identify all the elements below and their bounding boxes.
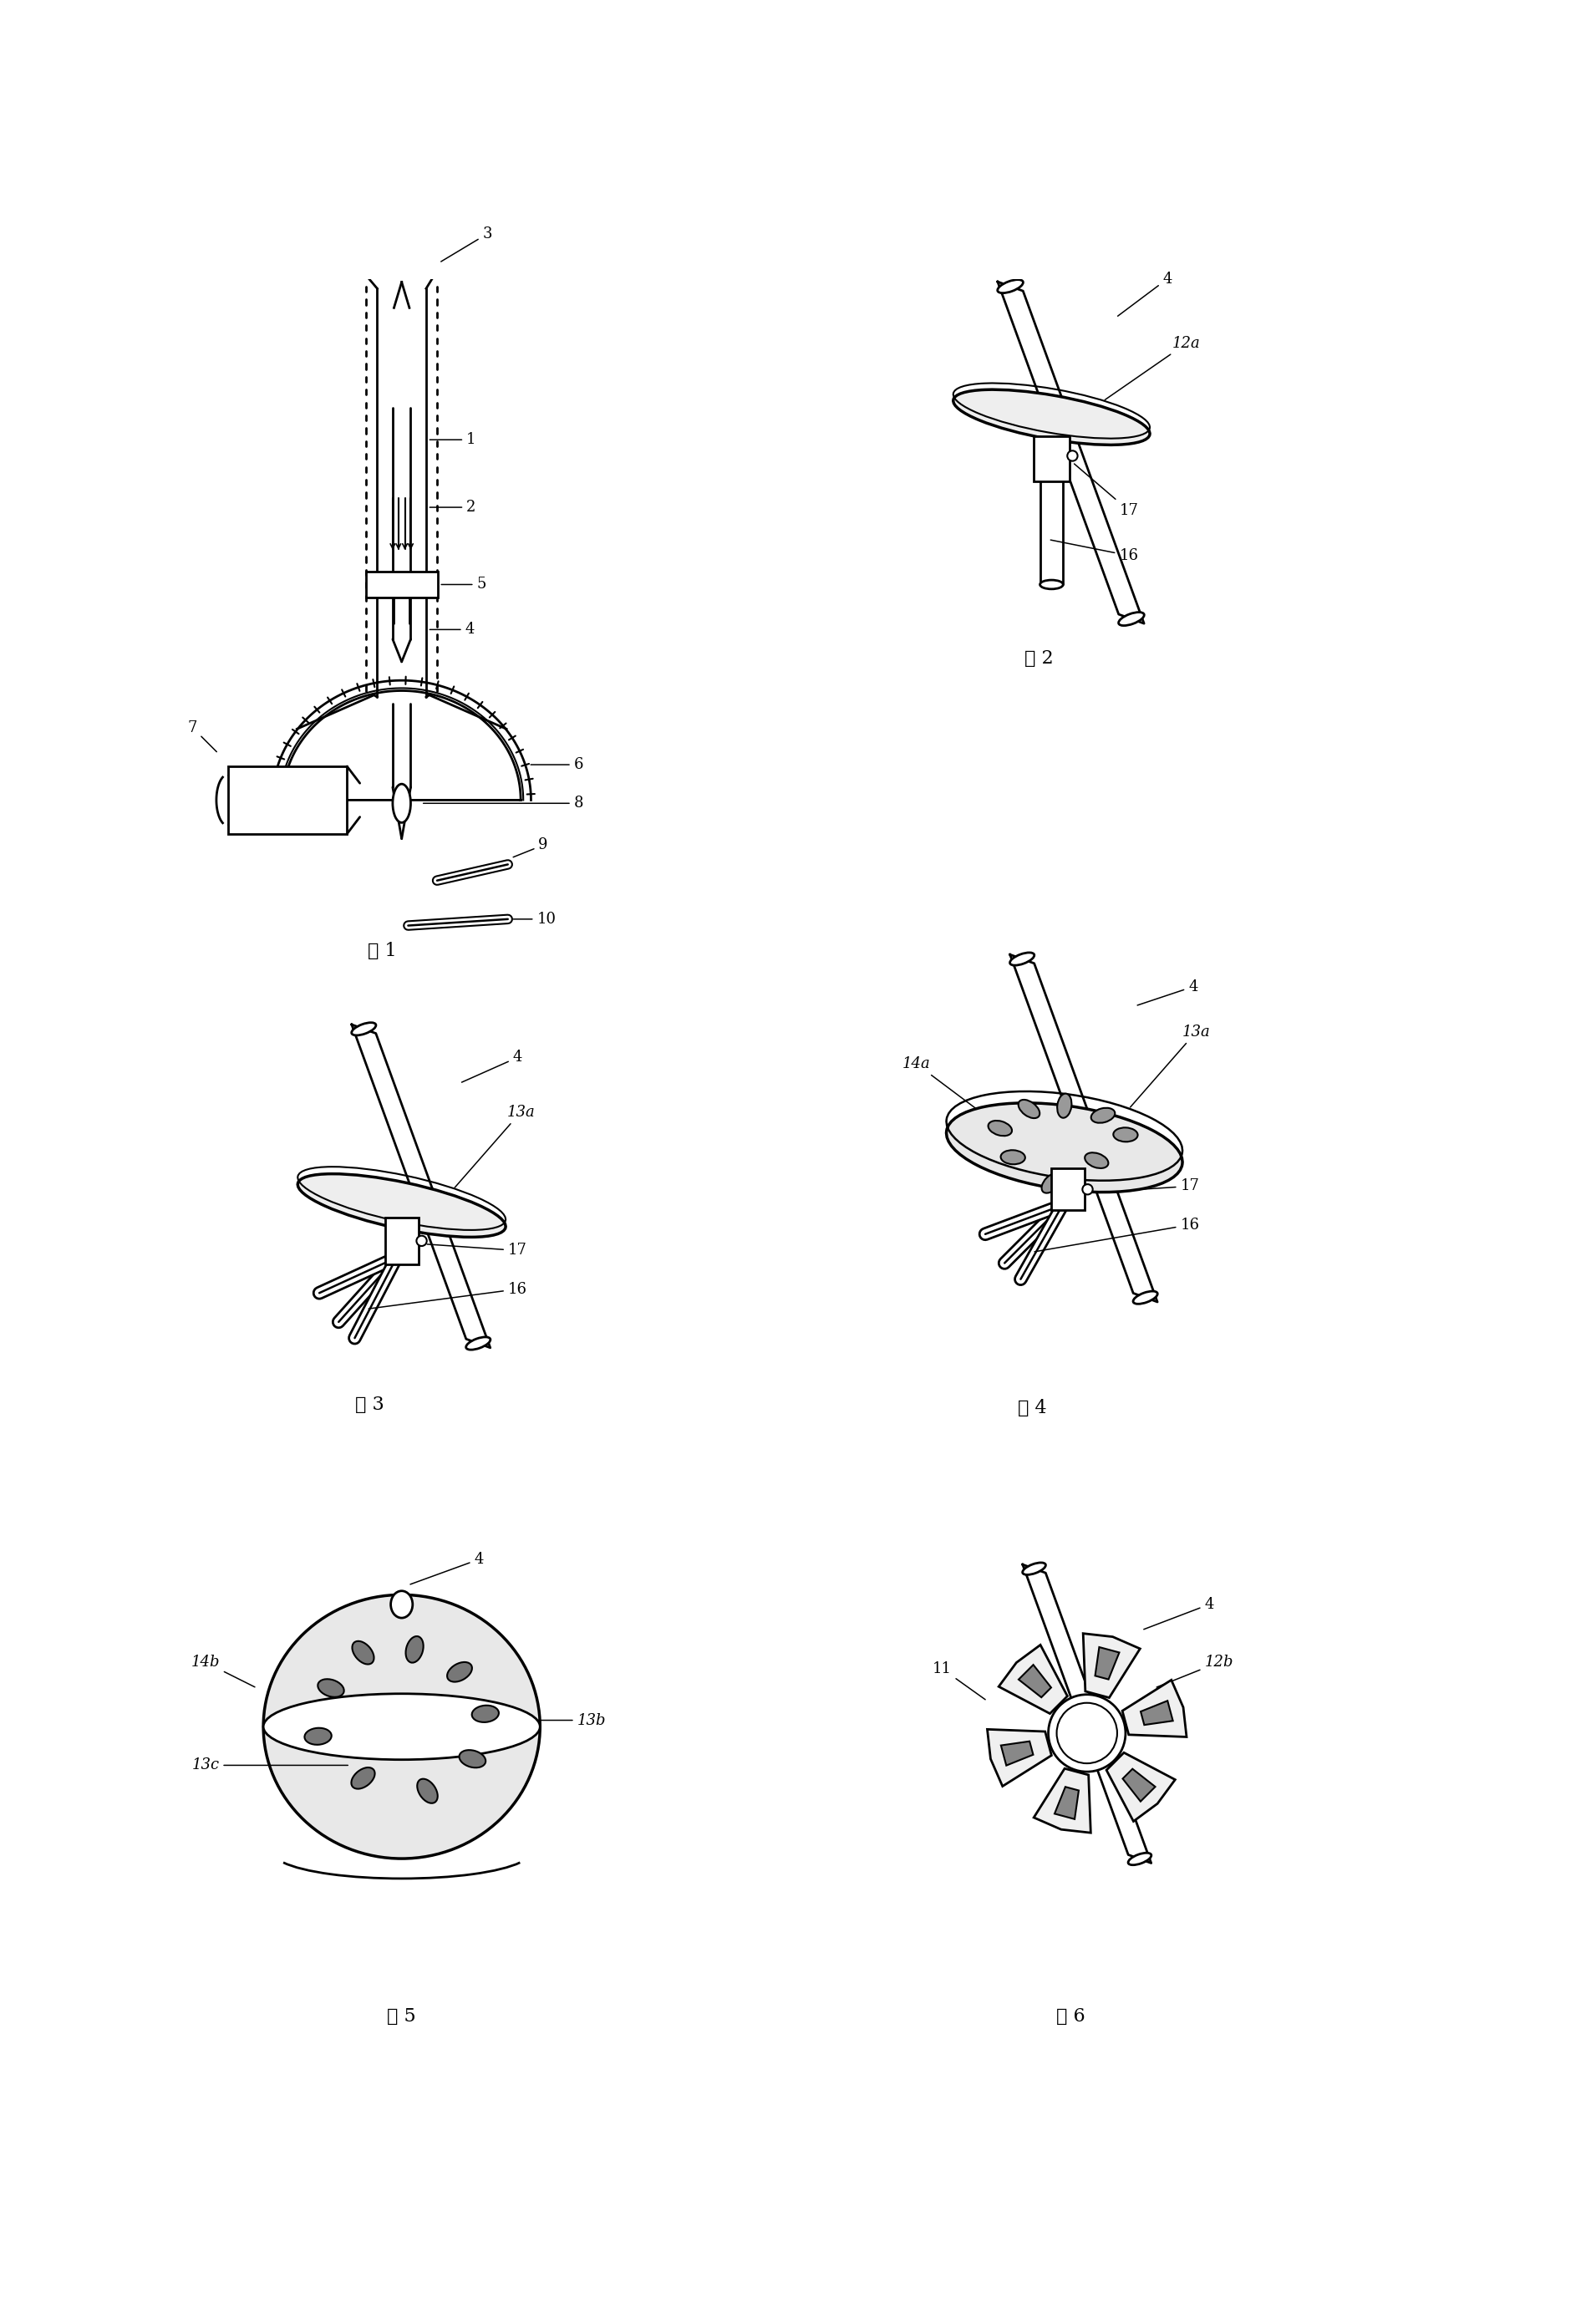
Text: 1: 1 <box>430 432 476 446</box>
Text: 8: 8 <box>423 795 584 811</box>
Ellipse shape <box>460 1750 485 1769</box>
Polygon shape <box>1123 1680 1186 1736</box>
Ellipse shape <box>1023 1562 1045 1576</box>
Ellipse shape <box>1042 1174 1061 1192</box>
Text: 17: 17 <box>1074 465 1139 518</box>
Text: 图 4: 图 4 <box>1018 1399 1047 1418</box>
Text: 12a: 12a <box>1105 335 1201 400</box>
Circle shape <box>1048 1694 1126 1771</box>
Text: 图 2: 图 2 <box>1025 648 1053 667</box>
Polygon shape <box>1107 1752 1175 1822</box>
Bar <box>1052 1169 1085 1211</box>
Ellipse shape <box>406 1636 423 1662</box>
Ellipse shape <box>1113 1127 1137 1141</box>
Ellipse shape <box>1118 611 1144 625</box>
Text: 17: 17 <box>1093 1178 1199 1195</box>
Ellipse shape <box>1040 581 1063 588</box>
Text: 13a: 13a <box>1131 1025 1210 1106</box>
Text: 图 6: 图 6 <box>1056 2008 1085 2027</box>
Ellipse shape <box>352 1641 374 1664</box>
Polygon shape <box>1034 1769 1091 1834</box>
FancyBboxPatch shape <box>1034 437 1069 481</box>
Text: 4: 4 <box>411 1552 484 1585</box>
Text: 4: 4 <box>1144 1597 1213 1629</box>
Ellipse shape <box>1085 1153 1109 1169</box>
Polygon shape <box>998 281 1144 623</box>
Polygon shape <box>1123 1769 1155 1801</box>
Polygon shape <box>1140 1701 1174 1724</box>
Ellipse shape <box>473 1706 500 1722</box>
Text: 13b: 13b <box>455 1713 606 1727</box>
Ellipse shape <box>466 1336 490 1350</box>
Ellipse shape <box>1132 1292 1158 1304</box>
Ellipse shape <box>447 1662 473 1683</box>
Ellipse shape <box>1010 953 1034 964</box>
Text: 5: 5 <box>441 576 487 593</box>
Text: 2: 2 <box>430 500 476 516</box>
Ellipse shape <box>390 1592 412 1618</box>
Text: 13a: 13a <box>455 1104 534 1188</box>
Circle shape <box>1067 451 1077 460</box>
Ellipse shape <box>351 1769 374 1789</box>
Ellipse shape <box>305 1729 331 1745</box>
Text: 4: 4 <box>1137 978 1197 1006</box>
Polygon shape <box>1001 1741 1032 1766</box>
Text: 9: 9 <box>514 837 549 858</box>
Bar <box>385 1218 419 1264</box>
Ellipse shape <box>1001 1150 1025 1164</box>
Polygon shape <box>1094 1648 1120 1680</box>
Text: 6: 6 <box>531 758 584 772</box>
Polygon shape <box>1018 1664 1052 1697</box>
Polygon shape <box>1010 955 1158 1301</box>
Ellipse shape <box>988 1120 1012 1136</box>
Ellipse shape <box>1018 1099 1040 1118</box>
Text: 4: 4 <box>1118 272 1172 316</box>
Ellipse shape <box>998 279 1023 293</box>
Text: 14b: 14b <box>190 1655 255 1687</box>
Ellipse shape <box>1091 1109 1115 1122</box>
Text: 13c: 13c <box>192 1757 347 1773</box>
Text: 4: 4 <box>462 1050 522 1083</box>
Ellipse shape <box>1058 1095 1072 1118</box>
Ellipse shape <box>393 783 411 823</box>
Text: 16: 16 <box>1050 539 1139 562</box>
Text: 14a: 14a <box>902 1057 979 1111</box>
Ellipse shape <box>947 1104 1183 1192</box>
Polygon shape <box>1083 1634 1140 1699</box>
Text: 12b: 12b <box>1156 1655 1234 1687</box>
Polygon shape <box>999 1645 1067 1713</box>
Ellipse shape <box>263 1594 539 1859</box>
Circle shape <box>417 1236 427 1246</box>
Polygon shape <box>1023 1564 1151 1864</box>
Polygon shape <box>352 1025 490 1348</box>
Text: 图 5: 图 5 <box>387 2008 416 2027</box>
Bar <box>366 572 438 597</box>
Ellipse shape <box>1128 1852 1151 1864</box>
Circle shape <box>1082 1185 1093 1195</box>
Ellipse shape <box>953 390 1150 444</box>
Text: 7: 7 <box>187 720 217 751</box>
Ellipse shape <box>352 1023 376 1034</box>
Text: 4: 4 <box>430 623 474 637</box>
Text: 16: 16 <box>1034 1218 1199 1253</box>
Text: 图 3: 图 3 <box>355 1397 384 1413</box>
Ellipse shape <box>263 1694 539 1759</box>
Ellipse shape <box>317 1678 344 1697</box>
Text: 图 1: 图 1 <box>368 941 396 960</box>
Text: 10: 10 <box>514 911 557 927</box>
Bar <box>228 767 347 834</box>
Polygon shape <box>986 1729 1052 1787</box>
Text: 17: 17 <box>427 1243 527 1257</box>
Text: 3: 3 <box>441 225 492 263</box>
Text: 16: 16 <box>368 1281 527 1308</box>
Polygon shape <box>1055 1787 1078 1820</box>
Ellipse shape <box>417 1778 438 1803</box>
Ellipse shape <box>298 1174 506 1236</box>
Text: 11: 11 <box>933 1662 985 1699</box>
